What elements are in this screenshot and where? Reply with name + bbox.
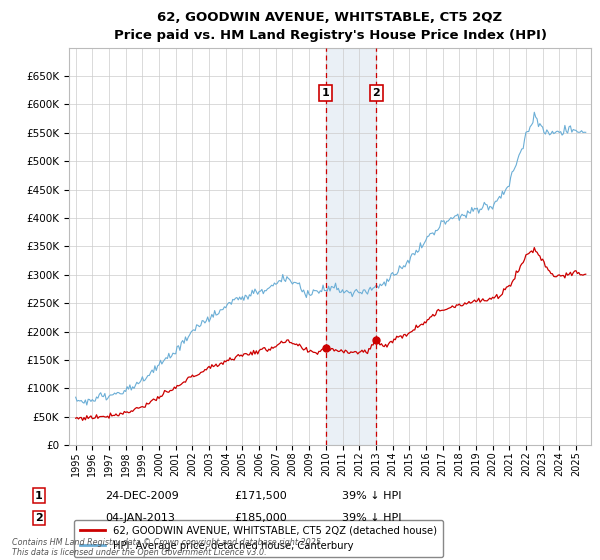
Text: 04-JAN-2013: 04-JAN-2013 — [105, 513, 175, 523]
Text: Contains HM Land Registry data © Crown copyright and database right 2025.
This d: Contains HM Land Registry data © Crown c… — [12, 538, 323, 557]
Text: 1: 1 — [35, 491, 43, 501]
Bar — [326, 48, 376, 445]
Title: 62, GOODWIN AVENUE, WHITSTABLE, CT5 2QZ
Price paid vs. HM Land Registry's House : 62, GOODWIN AVENUE, WHITSTABLE, CT5 2QZ … — [113, 11, 547, 42]
Text: 2: 2 — [373, 88, 380, 98]
Text: 39% ↓ HPI: 39% ↓ HPI — [342, 513, 401, 523]
Text: 1: 1 — [322, 88, 330, 98]
Text: £171,500: £171,500 — [234, 491, 287, 501]
Text: 24-DEC-2009: 24-DEC-2009 — [105, 491, 179, 501]
Text: 2: 2 — [35, 513, 43, 523]
Legend: 62, GOODWIN AVENUE, WHITSTABLE, CT5 2QZ (detached house), HPI: Average price, de: 62, GOODWIN AVENUE, WHITSTABLE, CT5 2QZ … — [74, 520, 443, 557]
Text: 39% ↓ HPI: 39% ↓ HPI — [342, 491, 401, 501]
Text: £185,000: £185,000 — [234, 513, 287, 523]
